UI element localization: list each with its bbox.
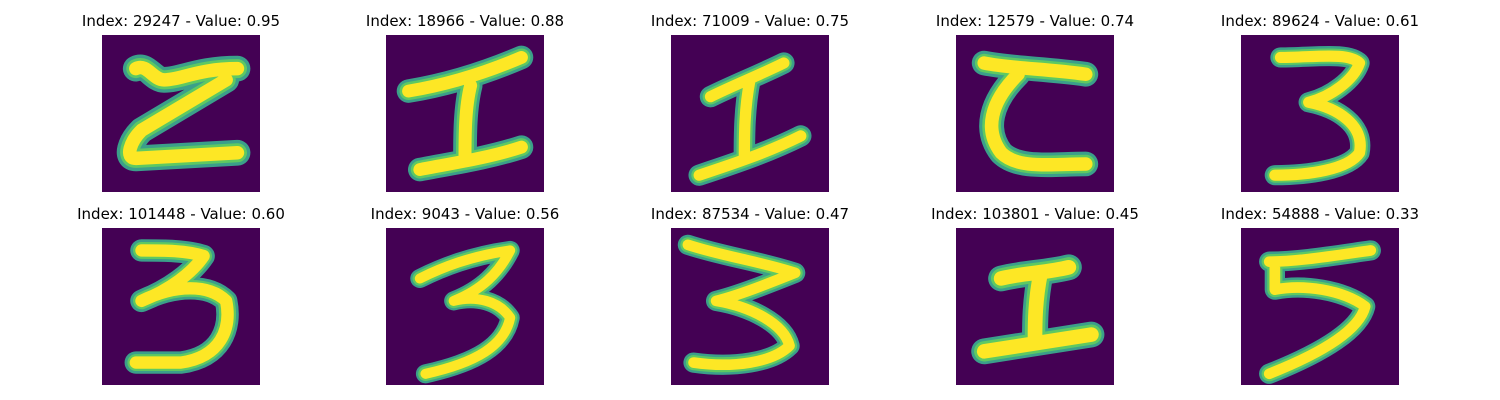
panel-1: Index: 29247 - Value: 0.95: [56, 11, 306, 192]
digit-image: [1241, 228, 1399, 385]
digit-image: [1241, 35, 1399, 192]
panel-title: Index: 29247 - Value: 0.95: [81, 12, 281, 30]
digit-image: [671, 35, 829, 192]
panel-3: Index: 71009 - Value: 0.75: [625, 11, 875, 192]
digit-image: [671, 228, 829, 385]
panel-title: Index: 87534 - Value: 0.47: [650, 205, 850, 223]
panel-title: Index: 9043 - Value: 0.56: [370, 205, 560, 223]
panel-5: Index: 89624 - Value: 0.61: [1195, 11, 1445, 192]
panel-9: Index: 103801 - Value: 0.45: [910, 204, 1160, 385]
digit-image: [102, 228, 260, 385]
panel-title: Index: 12579 - Value: 0.74: [935, 12, 1135, 30]
panel-title: Index: 18966 - Value: 0.88: [365, 12, 565, 30]
panel-title: Index: 71009 - Value: 0.75: [650, 12, 850, 30]
panel-10: Index: 54888 - Value: 0.33: [1195, 204, 1445, 385]
digit-image: [956, 35, 1114, 192]
panel-title: Index: 54888 - Value: 0.33: [1220, 205, 1420, 223]
digit-image: [956, 228, 1114, 385]
panel-6: Index: 101448 - Value: 0.60: [56, 204, 306, 385]
panel-title: Index: 101448 - Value: 0.60: [77, 205, 285, 223]
digit-image: [386, 35, 544, 192]
panel-8: Index: 87534 - Value: 0.47: [625, 204, 875, 385]
digit-image: [386, 228, 544, 385]
panel-7: Index: 9043 - Value: 0.56: [340, 204, 590, 385]
digit-image: [102, 35, 260, 192]
panel-title: Index: 89624 - Value: 0.61: [1220, 12, 1420, 30]
panel-title: Index: 103801 - Value: 0.45: [931, 205, 1139, 223]
panel-2: Index: 18966 - Value: 0.88: [340, 11, 590, 192]
panel-4: Index: 12579 - Value: 0.74: [910, 11, 1160, 192]
